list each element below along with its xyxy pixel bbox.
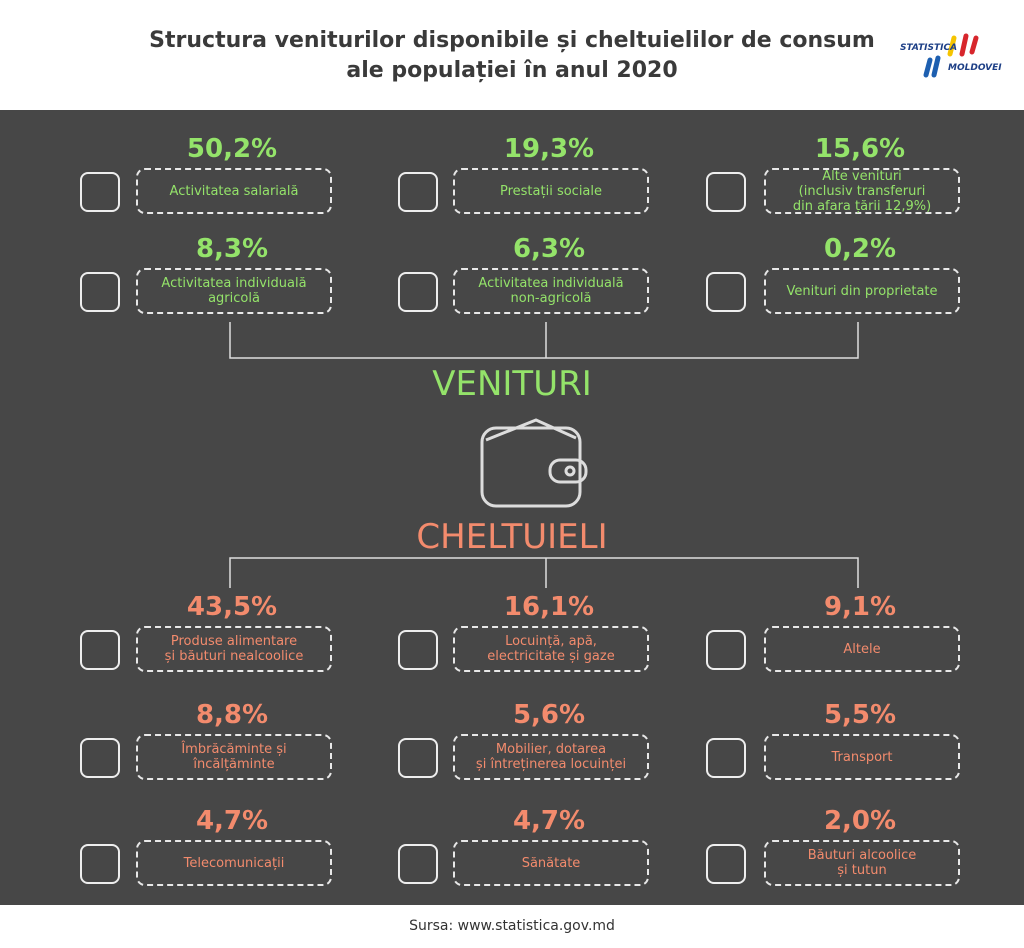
label-line: Produse alimentare — [170, 634, 298, 649]
label-line: și băuturi nealcoolice — [164, 649, 304, 664]
label-box: Băuturi alcoolice și tutun — [764, 840, 960, 886]
percentage: 9,1% — [823, 592, 897, 622]
label-box: Îmbrăcăminte și încălțăminte — [136, 734, 332, 780]
label-line: Locuință, apă, — [505, 634, 597, 649]
percentage: 8,3% — [195, 234, 269, 264]
label-line: Mobilier, dotarea — [495, 742, 607, 757]
percentage: 0,2% — [823, 234, 897, 264]
label-line: Altele — [843, 641, 881, 657]
percentage: 6,3% — [512, 234, 586, 264]
icon — [398, 738, 438, 778]
label-line: agricolă — [208, 291, 260, 306]
label-box: Alte venituri (inclusiv transferuri din af… — [764, 168, 960, 214]
icon — [80, 738, 120, 778]
label-box: Mobilier, dotarea și întreținerea locuinț… — [453, 734, 649, 780]
label-box: Locuință, apă, electricitate și gaze — [453, 626, 649, 672]
icon — [398, 844, 438, 884]
icon — [706, 738, 746, 778]
label-box: Telecomunicații — [136, 840, 332, 886]
label-line: Venituri din proprietate — [786, 283, 938, 299]
icon — [706, 272, 746, 312]
percentage: 5,6% — [512, 700, 586, 730]
label-box: Activitatea individuală agricolă — [136, 268, 332, 314]
percentage: 4,7% — [512, 806, 586, 836]
source: Sursa: www.statistica.gov.md — [409, 918, 615, 934]
percentage: 50,2% — [186, 134, 278, 164]
section-heading: VENITURI — [432, 364, 592, 404]
icon — [398, 172, 438, 212]
logo-text: STATISTICA — [900, 43, 957, 53]
label-line: Alte venituri — [822, 168, 902, 184]
label-box: Sănătate — [453, 840, 649, 886]
label-box: Activitatea individuală non-agricolă — [453, 268, 649, 314]
section-heading: CHELTUIELI — [416, 517, 608, 557]
label-box: Transport — [764, 734, 960, 780]
icon — [80, 272, 120, 312]
icon — [706, 630, 746, 670]
percentage: 8,8% — [195, 700, 269, 730]
label-line: non-agricolă — [510, 291, 592, 306]
label-box: Activitatea salarială — [136, 168, 332, 214]
label-line: Prestații sociale — [499, 183, 603, 199]
label-line: electricitate și gaze — [487, 649, 615, 664]
icon — [398, 630, 438, 670]
label-line: Îmbrăcăminte și — [181, 742, 287, 757]
label-line: Băuturi alcoolice — [807, 848, 917, 863]
label-line: încălțăminte — [193, 757, 275, 772]
title-line: Structura veniturilor disponibile și che… — [149, 28, 875, 53]
label-line: (inclusiv transferuri — [798, 183, 926, 199]
icon — [80, 844, 120, 884]
logo-text: MOLDOVEI — [948, 63, 1002, 73]
logo: STATISTICA MOLDOVEI — [900, 33, 1002, 78]
title: Structura veniturilor disponibile și che… — [0, 26, 1024, 86]
label-box: Produse alimentare și băuturi nealcoolice — [136, 626, 332, 672]
percentage: 2,0% — [823, 806, 897, 836]
icon — [80, 630, 120, 670]
label-box: Altele — [764, 626, 960, 672]
label-line: Activitatea individuală — [478, 276, 624, 291]
label-box: Venituri din proprietate — [764, 268, 960, 314]
icon — [706, 844, 746, 884]
label-line: din afara țării 12,9%) — [792, 198, 932, 214]
label-line: Transport — [831, 749, 893, 765]
connectors — [229, 322, 859, 588]
percentage: 15,6% — [814, 134, 906, 164]
icon — [398, 272, 438, 312]
percentage: 5,5% — [823, 700, 897, 730]
label-line: și tutun — [837, 863, 887, 878]
label-line: Sănătate — [521, 855, 581, 871]
percentage: 43,5% — [186, 592, 278, 622]
label-line: și întreținerea locuinței — [475, 757, 627, 772]
percentage: 19,3% — [503, 134, 595, 164]
percentage: 4,7% — [195, 806, 269, 836]
label-box: Prestații sociale — [453, 168, 649, 214]
label-line: Telecomunicații — [183, 855, 285, 871]
label-line: Activitatea individuală — [161, 276, 307, 291]
percentage: 16,1% — [503, 592, 595, 622]
label-line: Activitatea salarială — [169, 183, 299, 199]
title-line: ale populației în anul 2020 — [346, 58, 678, 83]
icon — [706, 172, 746, 212]
icon — [80, 172, 120, 212]
